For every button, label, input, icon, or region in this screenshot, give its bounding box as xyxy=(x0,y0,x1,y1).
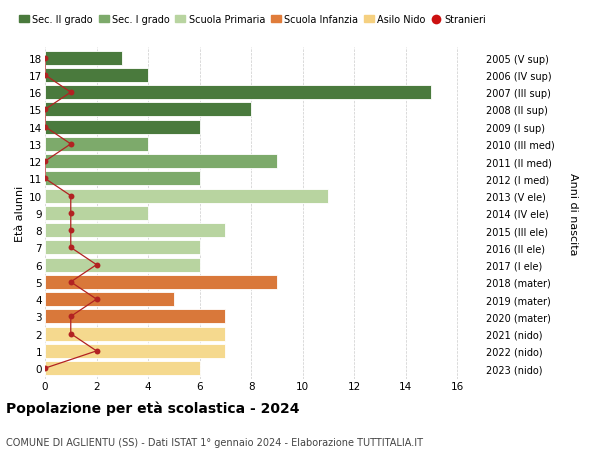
Point xyxy=(66,193,76,200)
Bar xyxy=(45,224,226,238)
Point xyxy=(40,158,50,165)
Point xyxy=(66,89,76,96)
Y-axis label: Anni di nascita: Anni di nascita xyxy=(568,172,578,255)
Text: COMUNE DI AGLIENTU (SS) - Dati ISTAT 1° gennaio 2024 - Elaborazione TUTTITALIA.I: COMUNE DI AGLIENTU (SS) - Dati ISTAT 1° … xyxy=(6,437,423,448)
Bar xyxy=(45,361,200,375)
Point xyxy=(40,364,50,372)
Point xyxy=(92,296,101,303)
Bar xyxy=(45,138,148,151)
Point xyxy=(92,347,101,355)
Bar xyxy=(45,310,226,324)
Point xyxy=(66,141,76,148)
Point xyxy=(40,55,50,62)
Bar xyxy=(45,189,328,203)
Bar xyxy=(45,258,200,272)
Bar xyxy=(45,69,148,83)
Point xyxy=(66,227,76,234)
Bar xyxy=(45,120,200,134)
Point xyxy=(66,330,76,338)
Point xyxy=(40,123,50,131)
Legend: Sec. II grado, Sec. I grado, Scuola Primaria, Scuola Infanzia, Asilo Nido, Stran: Sec. II grado, Sec. I grado, Scuola Prim… xyxy=(19,15,486,25)
Bar xyxy=(45,327,226,341)
Bar xyxy=(45,241,200,255)
Bar xyxy=(45,86,431,100)
Y-axis label: Età alunni: Età alunni xyxy=(15,185,25,241)
Bar xyxy=(45,155,277,169)
Point xyxy=(40,175,50,183)
Bar xyxy=(45,207,148,220)
Text: Popolazione per età scolastica - 2024: Popolazione per età scolastica - 2024 xyxy=(6,401,299,415)
Point xyxy=(92,261,101,269)
Bar xyxy=(45,292,174,307)
Point xyxy=(40,72,50,79)
Bar xyxy=(45,172,200,186)
Bar xyxy=(45,51,122,66)
Point xyxy=(66,210,76,217)
Bar xyxy=(45,275,277,289)
Point xyxy=(66,279,76,286)
Point xyxy=(66,244,76,252)
Bar xyxy=(45,344,226,358)
Point xyxy=(40,106,50,114)
Bar xyxy=(45,103,251,117)
Point xyxy=(66,313,76,320)
